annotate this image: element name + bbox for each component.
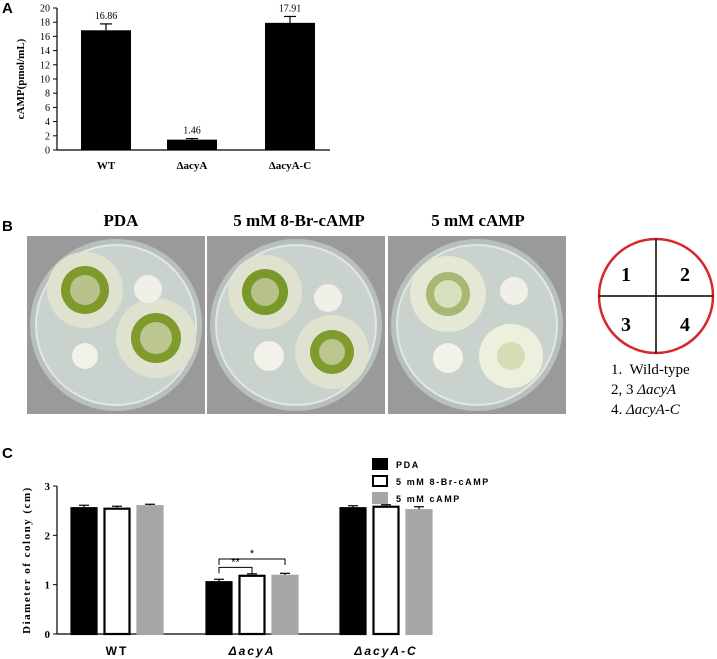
strain-legend-prefix: 4. — [611, 402, 626, 418]
strain-legend-item-1: 1. Wild-type — [611, 360, 690, 380]
y-tick-label: 8 — [45, 89, 50, 100]
strain-legend-italic: ΔacyA — [637, 382, 677, 398]
y-tick-label: 20 — [40, 4, 50, 15]
panel-letter-a: A — [2, 0, 13, 17]
significance-bracket — [218, 566, 253, 574]
y-tick-label: 2 — [45, 131, 50, 142]
panel-letter-c: C — [2, 445, 13, 462]
quadrant-label-3: 3 — [621, 314, 631, 336]
data-label: 1.46 — [183, 126, 201, 137]
x-tick-label: ΔacyA-C — [269, 160, 311, 172]
plate-image-8br — [210, 239, 382, 411]
strain-legend-item-3: 4. ΔacyA-C — [611, 400, 690, 420]
plate-photo-pda — [27, 236, 205, 414]
significance-label: ** — [231, 556, 240, 568]
chart-a: 0 2 4 6 8 10 12 14 16 18 20 cAMP(pmol/mL) 16.86 WT 1.4… — [15, 3, 330, 172]
strain-legend-prefix: 1. — [611, 362, 630, 378]
legend-label: 5 mM 8-Br-cAMP — [396, 477, 490, 487]
bar — [372, 505, 400, 636]
y-tick-label: 3 — [45, 481, 51, 493]
strain-legend-italic: ΔacyA-C — [626, 402, 680, 418]
bar — [205, 581, 233, 636]
data-label: 16.86 — [95, 11, 118, 22]
significance-bracket — [218, 558, 286, 566]
quadrant-label-4: 4 — [680, 314, 690, 336]
y-tick-label: 16 — [40, 32, 50, 43]
x-tick-label: ΔacyA-C — [353, 644, 417, 658]
bar — [405, 509, 433, 636]
legend-label: 5 mM cAMP — [396, 494, 461, 504]
y-tick-label: 0 — [45, 146, 50, 157]
y-tick-label: 12 — [40, 60, 50, 71]
bar — [265, 22, 315, 150]
bar — [81, 30, 131, 151]
chart-c: 0 1 2 3 Diameter of colony (cm) WT ΔacyA ΔacyA-… — [21, 458, 490, 658]
y-tick-label: 0 — [45, 629, 51, 641]
x-tick-label: ΔacyA — [228, 644, 276, 658]
y-tick-label: 1 — [45, 580, 51, 592]
y-tick-label: 10 — [40, 75, 50, 86]
plate-title-8br: 5 mM 8-Br-cAMP — [233, 211, 365, 230]
x-tick-label: ΔacyA — [177, 160, 208, 172]
y-tick-label: 4 — [45, 117, 50, 128]
legend-swatch — [372, 492, 388, 504]
y-axis-label: cAMP(pmol/mL) — [15, 38, 27, 119]
plate-image-camp — [391, 239, 563, 411]
y-tick-label: 2 — [45, 530, 51, 542]
strain-legend: 1. Wild-type 2, 3 ΔacyA 4. ΔacyA-C — [611, 360, 690, 420]
data-label: 17.91 — [279, 3, 302, 14]
x-tick-label: WT — [106, 644, 129, 658]
quadrant-label-2: 2 — [680, 264, 690, 286]
strain-legend-prefix: 2, 3 — [611, 382, 638, 398]
y-tick-label: 6 — [45, 103, 50, 114]
plate-photo-camp — [388, 236, 566, 414]
plate-title-camp: 5 mM cAMP — [431, 211, 525, 230]
y-tick-label: 14 — [40, 46, 50, 57]
plate-image-pda — [30, 239, 202, 411]
plate-photo-8br — [207, 236, 385, 414]
strain-legend-item-2: 2, 3 ΔacyA — [611, 380, 690, 400]
quadrant-label-1: 1 — [621, 264, 631, 286]
bar — [167, 139, 217, 150]
y-axis-label: Diameter of colony (cm) — [21, 486, 33, 634]
legend-swatch — [372, 475, 388, 487]
panel-letter-b: B — [2, 218, 13, 235]
bar — [136, 505, 164, 636]
bar — [103, 507, 131, 636]
bar — [70, 507, 98, 636]
legend-swatch — [372, 458, 388, 470]
legend-label: PDA — [396, 460, 420, 470]
plate-title-pda: PDA — [103, 211, 139, 230]
strain-legend-text: Wild-type — [629, 362, 690, 378]
bar — [339, 507, 367, 636]
quadrant-diagram: 1 2 3 4 — [597, 237, 715, 355]
y-tick-label: 18 — [40, 18, 50, 29]
significance-label: * — [250, 548, 255, 560]
bar — [238, 574, 266, 636]
x-tick-label: WT — [97, 160, 116, 172]
bar — [271, 574, 299, 636]
